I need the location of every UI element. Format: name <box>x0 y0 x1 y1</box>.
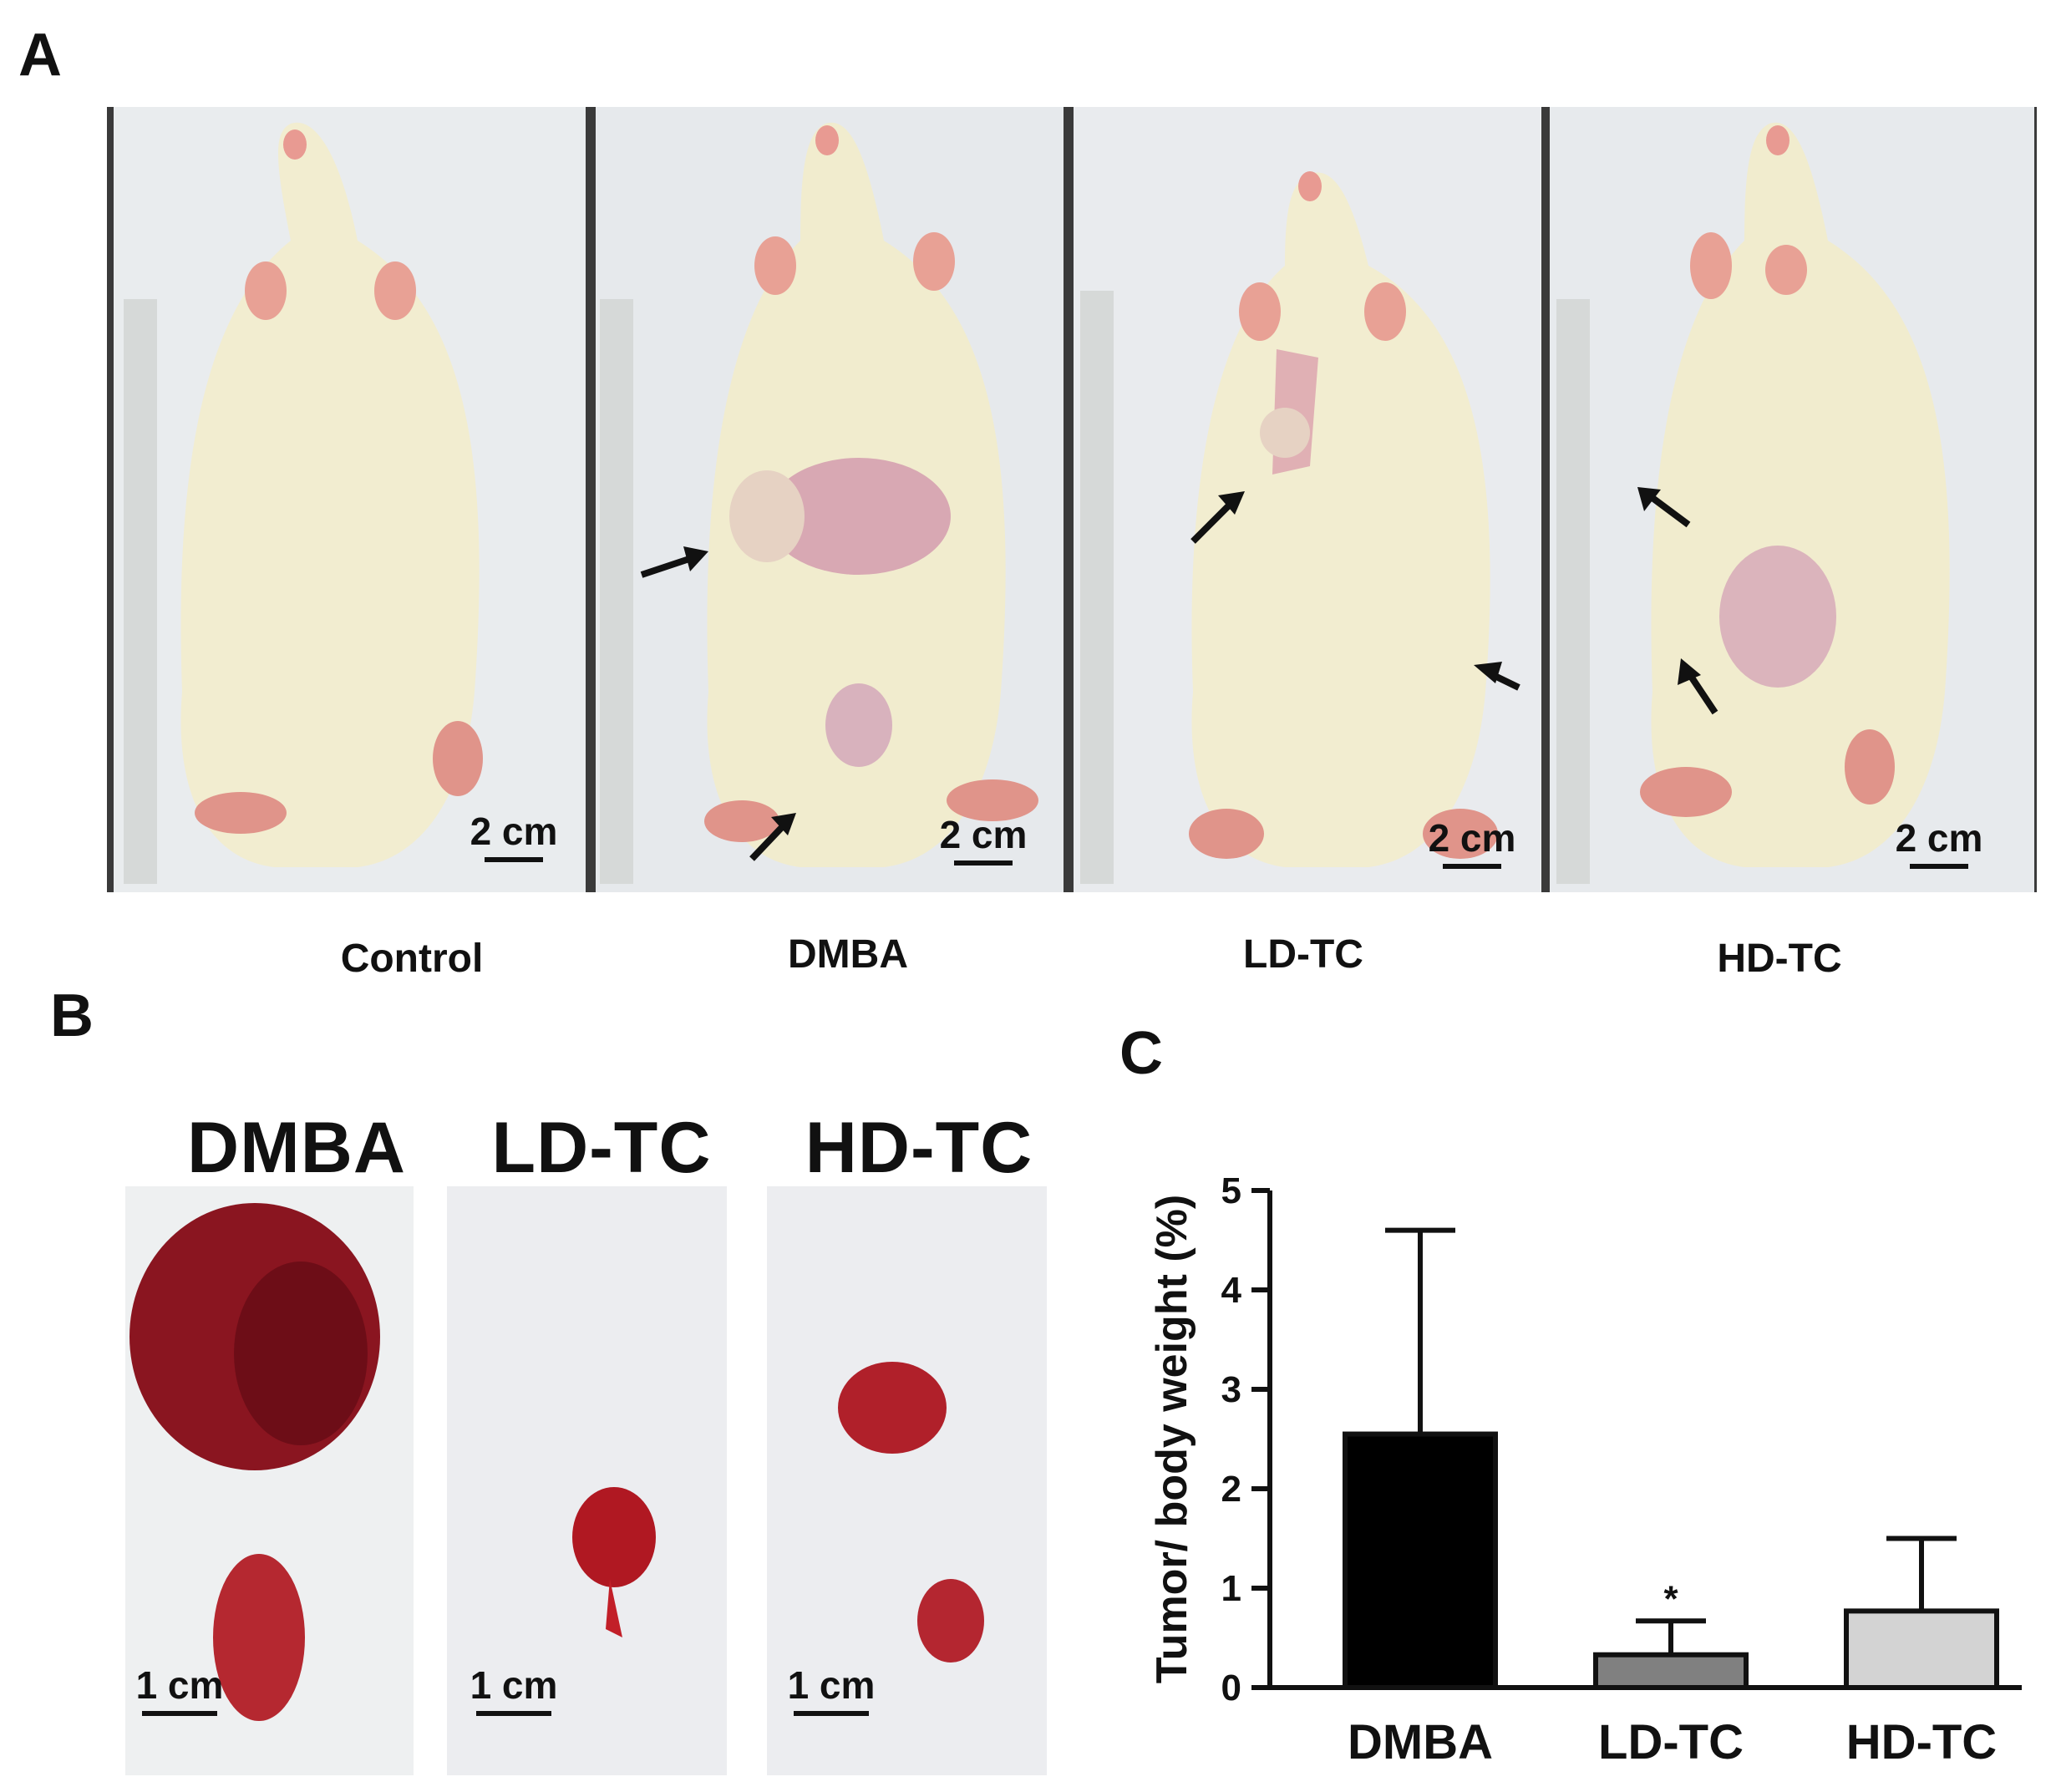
significance-marker: * <box>1663 1578 1678 1619</box>
scale-bar-hdtc: 2 cm <box>1893 815 1985 869</box>
y-axis-label: Tumor/ body weight (%) <box>1148 1195 1196 1683</box>
y-tick-label: 3 <box>1221 1369 1241 1410</box>
y-tick-label: 1 <box>1221 1568 1241 1609</box>
group-label-ldtc: LD-TC <box>1243 932 1363 977</box>
panel-letter-b: B <box>50 982 94 1049</box>
y-tick-label: 0 <box>1221 1668 1241 1708</box>
x-tick-label: DMBA <box>1348 1715 1493 1769</box>
panel-letter-c: C <box>1119 1020 1163 1087</box>
scale-label: 1 cm <box>787 1663 876 1707</box>
scale-bar-tumor-ldtc: 1 cm <box>459 1663 568 1716</box>
tumor-photo-hdtc <box>767 1186 1047 1775</box>
bar-hd-tc <box>1844 1608 1999 1690</box>
bar-dmba <box>1343 1431 1498 1691</box>
tumor-label-dmba: DMBA <box>187 1108 406 1188</box>
group-label-hdtc: HD-TC <box>1717 937 1842 981</box>
bar-ld-tc <box>1593 1652 1749 1690</box>
tumor-photo-dmba <box>125 1186 414 1775</box>
scale-label: 1 cm <box>470 1663 558 1707</box>
y-tick-label: 5 <box>1221 1170 1241 1211</box>
scale-label: 2 cm <box>1428 816 1516 860</box>
scale-bar-tumor-hdtc: 1 cm <box>777 1663 886 1716</box>
rat-photo-image <box>114 107 2034 892</box>
group-label-dmba: DMBA <box>788 932 908 977</box>
scale-bar-ldtc: 2 cm <box>1426 815 1518 869</box>
scale-label: 2 cm <box>939 813 1028 856</box>
panel-letter-a: A <box>18 22 62 89</box>
scale-label: 2 cm <box>470 810 558 853</box>
x-tick-label: HD-TC <box>1846 1715 1997 1769</box>
tumor-label-hdtc: HD-TC <box>805 1108 1033 1188</box>
y-tick-label: 2 <box>1221 1469 1241 1510</box>
y-tick-label: 4 <box>1221 1270 1242 1311</box>
scale-bar-control: 2 cm <box>468 809 560 862</box>
rat-photo-strip <box>107 107 2037 892</box>
scale-bar-dmba: 2 cm <box>937 812 1029 866</box>
x-tick-label: LD-TC <box>1598 1715 1744 1769</box>
scale-bar-tumor-dmba: 1 cm <box>125 1663 234 1716</box>
tumor-photo-ldtc <box>447 1186 727 1775</box>
scale-label: 1 cm <box>135 1663 224 1707</box>
group-label-control: Control <box>340 937 484 981</box>
scale-label: 2 cm <box>1895 816 1983 860</box>
tumor-label-ldtc: LD-TC <box>491 1108 712 1188</box>
